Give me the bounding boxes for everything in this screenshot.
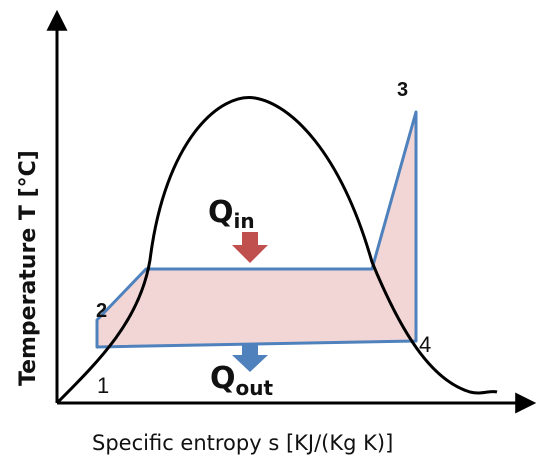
q-out-arrow: [232, 344, 268, 372]
saturation-dome: [55, 96, 498, 405]
y-axis-label: Temperature T [°C]: [16, 150, 41, 386]
point-2-label: 2: [96, 300, 107, 322]
q-out-main: Q: [210, 361, 236, 396]
q-in-arrow: [232, 232, 268, 263]
q-out-sub: out: [236, 376, 274, 400]
point-1-label: 1: [97, 373, 109, 398]
q-out-label: Qout: [210, 361, 273, 400]
point-4-label: 4: [419, 332, 431, 357]
x-axis-label: Specific entropy s [KJ/(Kg K)]: [92, 431, 393, 455]
q-in-label: Qin: [208, 195, 255, 233]
q-in-sub: in: [234, 209, 255, 233]
cycle-region: [95, 110, 418, 349]
q-in-main: Q: [208, 195, 234, 230]
point-3-label: 3: [397, 79, 408, 101]
